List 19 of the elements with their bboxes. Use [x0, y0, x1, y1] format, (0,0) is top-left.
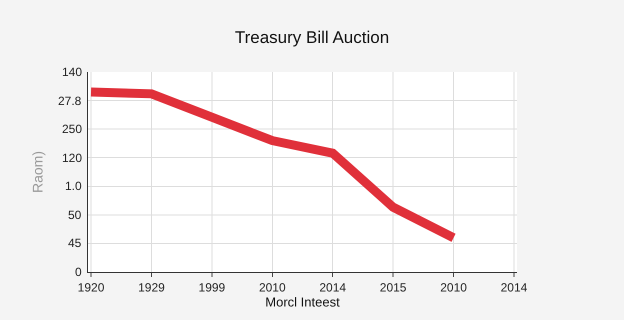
- x-tick-label: 1999: [198, 280, 226, 294]
- x-tick-label: 1920: [78, 280, 105, 294]
- y-axis-title: Raom): [30, 150, 46, 194]
- text: 50: [68, 208, 82, 222]
- x-tick-label: 2014: [319, 280, 346, 294]
- chart-title: Treasury Bill Auction: [234, 28, 390, 47]
- text: 250: [62, 122, 82, 136]
- text: 1.0: [65, 179, 82, 193]
- text: 27.8: [58, 94, 82, 108]
- x-tick-label: 2014: [500, 280, 528, 294]
- x-axis-title: Morcl Inteest: [265, 294, 340, 310]
- text: 120: [62, 151, 82, 165]
- x-tick-label: 2010: [258, 280, 286, 294]
- x-tick-label: 1929: [138, 280, 166, 294]
- text: 0: [75, 265, 82, 279]
- text: 45: [68, 236, 82, 250]
- x-tick-label: 2010: [440, 280, 468, 294]
- x-tick-label: 2015: [380, 280, 407, 294]
- text: 140: [62, 65, 82, 79]
